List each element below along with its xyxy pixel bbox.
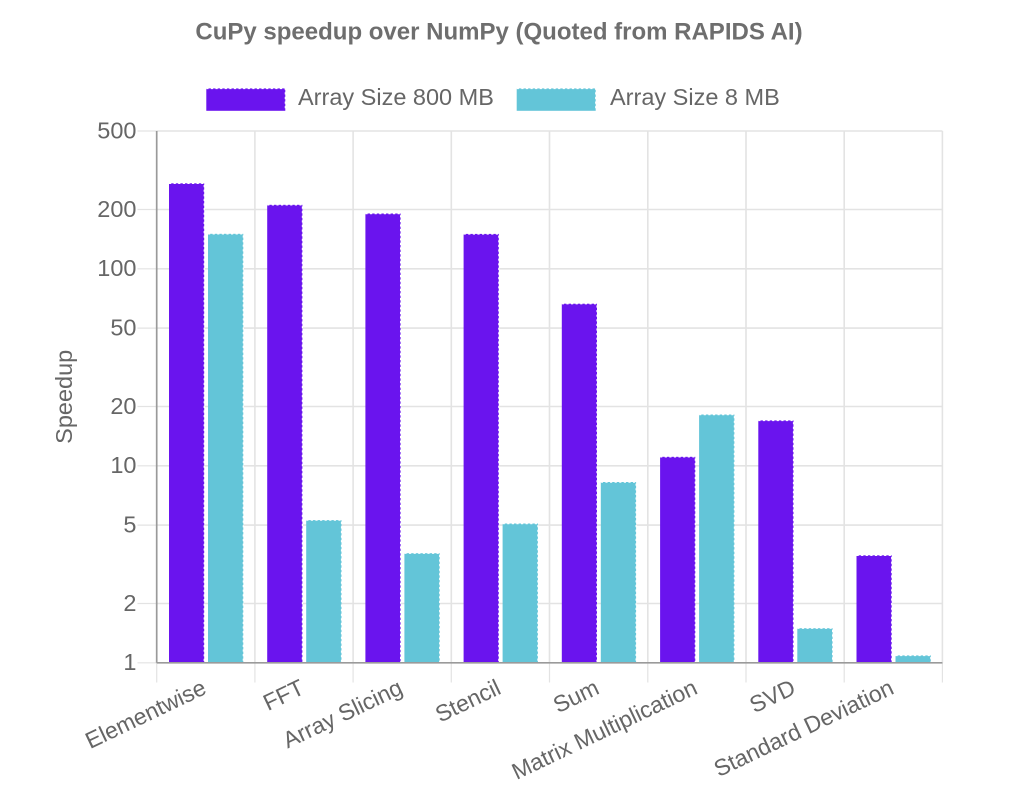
svg-text:1: 1	[123, 649, 136, 675]
svg-text:100: 100	[97, 255, 136, 281]
svg-text:Speedup: Speedup	[51, 350, 77, 444]
svg-text:5: 5	[123, 511, 136, 537]
svg-text:10: 10	[110, 452, 136, 478]
svg-text:50: 50	[110, 314, 136, 340]
svg-text:Array Size 8 MB: Array Size 8 MB	[610, 84, 780, 110]
svg-text:500: 500	[97, 117, 136, 143]
svg-text:Array Size 800 MB: Array Size 800 MB	[298, 84, 494, 110]
svg-text:20: 20	[110, 393, 136, 419]
svg-text:2: 2	[123, 590, 136, 616]
svg-text:CuPy speedup over NumPy (Quote: CuPy speedup over NumPy (Quoted from RAP…	[195, 19, 802, 46]
svg-text:200: 200	[97, 196, 136, 222]
